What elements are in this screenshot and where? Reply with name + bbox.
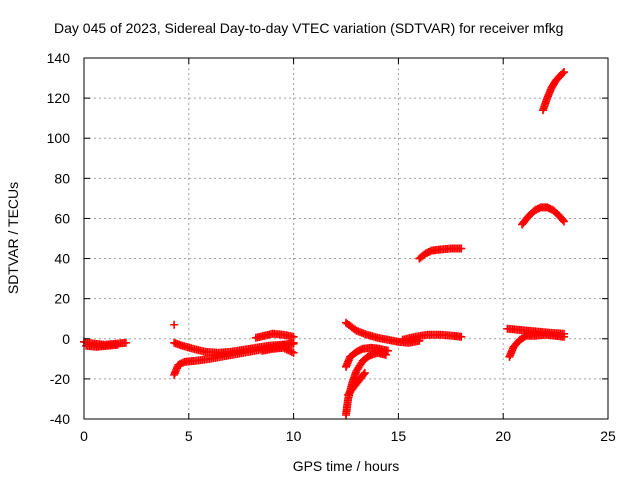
y-tick-label: 120: [47, 90, 71, 106]
series-arc-13: [415, 244, 466, 263]
y-tick-label: 140: [47, 50, 71, 66]
y-axis-label: SDTVAR / TECUs: [5, 182, 21, 294]
series-arc-11: [344, 368, 369, 399]
plot-frame: [83, 57, 609, 420]
data-point: [289, 332, 298, 341]
series-arc-09: [342, 348, 390, 419]
series-arc-16: [518, 203, 568, 229]
x-tick-label: 10: [286, 428, 302, 444]
x-tick-label: 5: [185, 428, 193, 444]
data-point: [289, 348, 298, 357]
data-point: [558, 69, 567, 78]
x-tick-label: 20: [495, 428, 511, 444]
data-point: [284, 346, 293, 355]
y-tick-label: 100: [47, 130, 71, 146]
x-axis-label: GPS time / hours: [293, 458, 400, 474]
data-point: [280, 344, 289, 353]
data-point: [170, 320, 179, 329]
data-point: [287, 347, 296, 356]
data-layer: [80, 68, 568, 419]
data-point: [558, 216, 567, 225]
y-tick-label: -40: [50, 411, 70, 427]
series-arc-08: [342, 318, 424, 347]
y-tick-label: 80: [54, 170, 70, 186]
data-point: [559, 329, 568, 338]
series-arc-12: [398, 330, 466, 344]
axis-layer: 0 5 10 15 20 25 -40 -20 0 20 40 60 80 100 120 140: [47, 50, 616, 444]
data-point: [383, 346, 392, 355]
series-arc-17: [539, 68, 568, 115]
data-point: [279, 343, 288, 352]
series-arc-10: [342, 343, 392, 371]
data-point: [457, 332, 466, 341]
y-tick-label: 20: [54, 291, 70, 307]
series-arc-07: [258, 343, 298, 357]
y-tick-label: 60: [54, 210, 70, 226]
data-point: [282, 345, 291, 354]
x-tick-label: 0: [80, 428, 88, 444]
series-arc-03: [170, 320, 179, 329]
data-point: [359, 370, 368, 379]
x-tick-label: 15: [391, 428, 407, 444]
y-tick-label: 40: [54, 251, 70, 267]
series-arc-05: [170, 338, 298, 379]
data-point: [113, 340, 122, 349]
x-tick-label: 25: [600, 428, 616, 444]
data-point: [559, 68, 568, 77]
data-point: [360, 368, 369, 377]
series-arc-02: [82, 340, 122, 351]
chart-title: Day 045 of 2023, Sidereal Day-to-day VTE…: [54, 20, 563, 36]
data-point: [286, 347, 295, 356]
data-point: [457, 244, 466, 253]
data-point: [559, 217, 568, 226]
data-point: [121, 338, 130, 347]
series-arc-15: [503, 324, 568, 338]
y-tick-label: -20: [50, 371, 70, 387]
y-tick-label: 0: [62, 331, 70, 347]
series-arc-06: [251, 329, 298, 342]
